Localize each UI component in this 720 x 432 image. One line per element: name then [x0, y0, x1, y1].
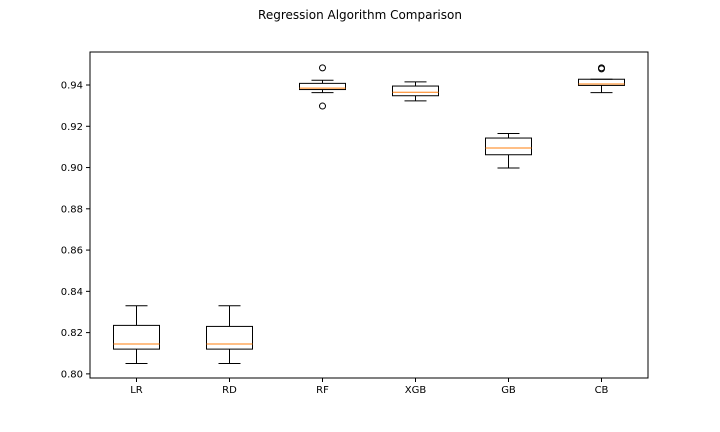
- y-axis: 0.80 0.82 0.84 0.86 0.88 0.90 0.92 0.94: [61, 81, 90, 380]
- x-axis: LR RD RF XGB GB CB: [130, 378, 609, 396]
- y-tick-label-0.92: 0.92: [61, 122, 83, 133]
- chart-title: Regression Algorithm Comparison: [258, 8, 462, 22]
- box-GB: [485, 133, 532, 169]
- box-LR: [113, 305, 160, 365]
- y-tick-label-0.82: 0.82: [61, 328, 83, 339]
- iqr-box-RD: [206, 325, 253, 350]
- iqr-box-XGB: [392, 85, 439, 97]
- x-tick-label-LR: LR: [130, 385, 143, 396]
- x-tick-label-RF: RF: [316, 385, 329, 396]
- y-tick-label-0.88: 0.88: [61, 204, 83, 215]
- y-tick-label-0.80: 0.80: [61, 369, 83, 380]
- outlier-RF-2: [319, 102, 326, 110]
- x-tick-label-CB: CB: [595, 385, 609, 396]
- x-tick-label-GB: GB: [501, 385, 516, 396]
- outlier-RF-1: [319, 64, 326, 72]
- x-tick-label-XGB: XGB: [405, 385, 427, 396]
- x-tick-label-RD: RD: [222, 385, 237, 396]
- plot-frame: [89, 51, 649, 379]
- plot-area: [89, 51, 649, 379]
- y-tick-label-0.94: 0.94: [61, 81, 83, 92]
- iqr-box-GB: [485, 137, 532, 156]
- box-XGB: [392, 81, 439, 102]
- box-RF: [299, 64, 346, 110]
- iqr-box-LR: [113, 324, 160, 350]
- y-tick-label-0.86: 0.86: [61, 246, 83, 257]
- box-RD: [206, 305, 253, 365]
- iqr-box-RF: [299, 82, 346, 91]
- y-tick-label-0.84: 0.84: [61, 287, 83, 298]
- outlier-CB-2: [598, 64, 605, 72]
- box-CB: [578, 64, 625, 94]
- iqr-box-CB: [578, 78, 625, 86]
- y-tick-label-0.90: 0.90: [61, 163, 83, 174]
